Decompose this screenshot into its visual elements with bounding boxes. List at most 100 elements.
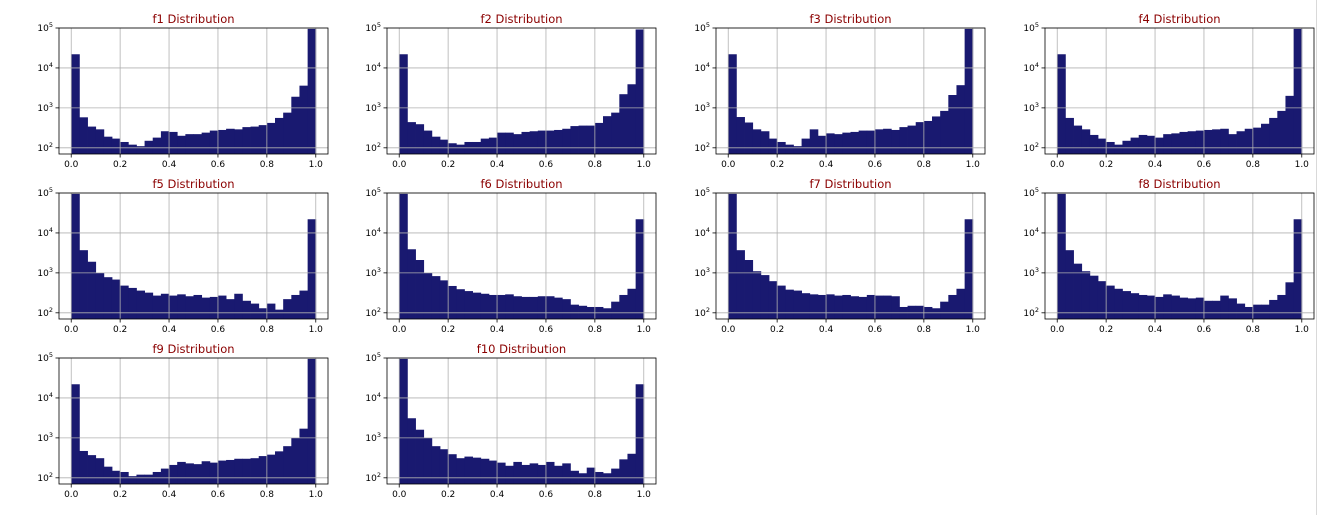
histogram-bar [1212,300,1221,319]
x-tick-label: 0.2 [1099,160,1113,170]
y-tick-label: 102 [37,141,53,154]
histogram-bar [79,450,88,484]
histogram-bar [144,474,154,484]
histogram-bar [1285,282,1295,319]
histogram-bar [111,138,121,154]
x-tick-label: 0.0 [64,325,79,335]
histogram-bar [554,297,563,319]
histogram-bar [752,271,762,319]
histogram-bar [299,290,309,319]
histogram-bar [258,308,268,319]
histogram-bar [529,463,539,484]
histogram-bar [505,294,514,319]
histogram-bar [899,127,908,154]
histogram-bar [768,281,778,319]
histogram-bar [177,461,186,484]
x-tick-label: 0.2 [441,160,455,170]
histogram-bar [1138,294,1148,319]
y-tick-label: 103 [1023,266,1039,279]
histogram-bar [456,289,465,319]
histogram-bar [456,458,465,484]
y-tick-label: 104 [365,226,381,239]
subplot-title: f8 Distribution [1138,177,1220,191]
histogram-bar [915,305,925,319]
histogram-bar [826,294,835,319]
x-tick-label: 0.2 [441,490,455,500]
x-tick-label: 0.4 [490,160,505,170]
histogram-bar [619,294,628,319]
histogram-bar [177,294,186,319]
histogram-bar [611,301,620,319]
histogram-bar [858,296,868,319]
histogram-bar [193,464,203,484]
histogram-bar [480,293,490,319]
histogram-bar [594,122,604,154]
histogram-bar [1171,133,1180,154]
axes-frame [386,27,657,155]
y-tick-label: 104 [37,226,53,239]
histogram-bar [1130,293,1140,319]
histogram-bar [291,437,300,484]
subplot-3: 0.0 0.2 0.4 0.6 0.8 1.0 102 103 104 105 f3 Distrib… [694,12,986,170]
histogram-bar [423,437,433,484]
histogram-bar [480,138,490,154]
histogram-bar [850,296,860,319]
histogram-bar [785,289,794,319]
histogram-bar [956,85,966,154]
histogram-bar [736,250,745,319]
histogram-bar [1220,128,1229,154]
x-tick-label: 0.4 [819,325,834,335]
histogram-bar [1081,129,1091,154]
x-tick-label: 0.6 [211,490,226,500]
subplot-title: f6 Distribution [480,177,562,191]
histogram-bar [407,418,416,484]
histogram-bar [242,458,251,484]
histogram-bar [513,134,522,154]
x-tick-label: 1.0 [637,160,652,170]
histogram-bar [283,112,292,154]
histogram-bar [103,466,113,484]
histogram-bar [103,136,113,154]
histogram-bar [1261,304,1270,319]
histogram-bar [1065,117,1074,154]
x-tick-label: 0.6 [211,160,226,170]
histogram-bar [521,131,531,154]
histogram-bar [768,138,778,154]
histogram-bar [472,292,482,319]
histogram-bar [562,128,571,154]
y-tick-label: 103 [365,101,381,114]
histogram-bar [1269,117,1278,154]
y-tick-label: 104 [1023,61,1039,74]
histogram-bar [193,134,203,154]
histogram-bar [242,300,251,319]
histogram-bar [793,146,802,154]
histogram-bar [71,193,80,319]
histogram-bar [185,134,194,154]
histogram-bar [842,294,851,319]
subplot-5: 0.0 0.2 0.4 0.6 0.8 1.0 102 103 104 105 f5 Distrib… [37,177,329,335]
x-tick-label: 0.6 [539,490,554,500]
axes-frame [715,192,986,320]
histogram-bar [817,294,827,319]
x-tick-label: 0.2 [113,325,127,335]
histogram-bar [635,29,645,155]
histogram-bar [817,135,827,154]
x-tick-label: 1.0 [1295,325,1310,335]
histogram-bar [136,474,145,484]
histogram-bar [611,112,620,154]
x-tick-label: 0.4 [162,490,177,500]
y-tick-label: 103 [694,266,710,279]
histogram-bar [907,305,917,319]
histogram-bar [258,456,268,484]
axes-frame [1044,27,1315,155]
histogram-bar [809,294,819,319]
histogram-bar [488,137,498,154]
histogram-bar [1065,250,1074,319]
x-tick-label: 0.0 [392,325,407,335]
y-tick-label: 104 [1023,226,1039,239]
histogram-bar [1228,134,1237,154]
histogram-bar [513,296,522,319]
y-tick-label: 102 [37,471,53,484]
y-tick-label: 105 [365,21,381,34]
histogram-bar [407,249,416,319]
